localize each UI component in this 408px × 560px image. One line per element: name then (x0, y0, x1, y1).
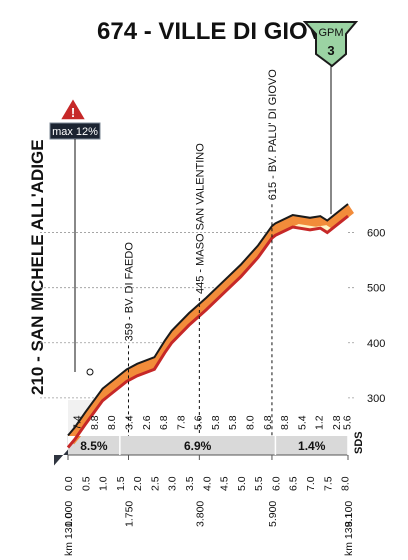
segment-gradient-label: 7.8 (175, 415, 187, 430)
altitude-tick-label: 400 (367, 338, 385, 350)
segment-gradient-label: 2.8 (331, 415, 343, 430)
km-tick-label: 6.0 (270, 476, 282, 491)
km-tick-label: 6.5 (288, 476, 300, 491)
km-tick-label: 3.5 (184, 476, 196, 491)
km-marker-label: km 131.0 (63, 513, 75, 556)
segment-gradient-label: 5.8 (227, 415, 239, 430)
start-place-label: 210 - SAN MICHELE ALL'ADIGE (28, 139, 47, 395)
km-tick-label: 5.0 (236, 476, 248, 491)
km-tick-label: 2.0 (132, 476, 144, 491)
segment-gradient-label: 2.6 (141, 415, 153, 430)
gpm-badge: GPM 3 (302, 21, 359, 68)
sds-label: SDS (353, 431, 365, 454)
segment-gradient-label: 6.8 (158, 415, 170, 430)
altitude-tick-label: 300 (367, 393, 385, 405)
exclamation-glyph: ! (71, 105, 75, 120)
segment-gradient-label: 6.8 (262, 415, 274, 430)
profile-surface (66, 203, 354, 449)
distance-label: 5.900 (267, 501, 279, 527)
max-gradient-text: max 12% (52, 126, 98, 138)
segment-gradient-label: 5.6 (341, 415, 353, 430)
climb-title: 674 - VILLE DI GIOVO (97, 18, 342, 45)
km-tick-label: 8.0 (340, 476, 352, 491)
segment-gradient-label: 8.0 (106, 415, 118, 430)
gpm-label: GPM (318, 27, 343, 39)
profile-road-line (66, 214, 349, 449)
waypoint-label: 615 - BV. PALU' DI GIOVO (267, 69, 279, 201)
max-gradient-badge: ! max 12% (49, 96, 101, 140)
distance-label: 1.750 (123, 501, 135, 527)
altitude-tick-label: 500 (367, 283, 385, 295)
segment-gradient-label: 8.8 (279, 415, 291, 430)
km-marker-label: km 139.1 (343, 513, 355, 556)
km-tick-label: 7.5 (322, 476, 334, 491)
section-gradient-label: 6.9% (184, 439, 212, 453)
km-tick-label: 3.0 (167, 476, 179, 491)
profile-front-face (68, 216, 348, 448)
km-tick-label: 7.0 (305, 476, 317, 491)
distance-label: 0.000 (63, 501, 75, 527)
max-gradient-marker (86, 368, 94, 376)
km-tick-label: 4.0 (201, 476, 213, 491)
km-tick-label: 1.5 (115, 476, 127, 491)
profile-ridge-line (67, 203, 349, 437)
waypoint-label: 359 - BV. DI FAEDO (123, 242, 135, 342)
km-tick-label: 2.5 (149, 476, 161, 491)
km-tick-label: 5.5 (253, 476, 265, 491)
segment-gradient-label: 8.0 (244, 415, 256, 430)
gpm-shield-icon (302, 21, 359, 68)
segment-gradient-label: 5.6 (193, 415, 205, 430)
waypoint-label: 445 - MASO SAN VALENTINO (194, 143, 206, 294)
segment-gradient-label: 5.4 (296, 415, 308, 430)
segment-gradient-label: 7.4 (72, 415, 84, 430)
km-tick-label: 4.5 (219, 476, 231, 491)
warning-triangle-icon (58, 96, 88, 121)
section-gradient-label: 1.4% (298, 439, 326, 453)
axis-labels: 300 400 500 600 7.4 8.8 8.0 3.4 2.6 6.8 7.8 5.6 5.8 5… (63, 228, 385, 556)
altitude-tick-label: 600 (367, 228, 385, 240)
km-tick-label: 1.0 (98, 476, 110, 491)
distance-label: 8.100 (343, 501, 355, 527)
profile-side-face (54, 449, 68, 466)
waypoint-labels: 359 - BV. DI FAEDO 445 - MASO SAN VALENTI… (74, 66, 332, 436)
gradient-band-bg (68, 436, 348, 455)
distance-label: 3.800 (194, 501, 206, 527)
gpm-category: 3 (327, 43, 334, 58)
km-tick-label: 0.0 (63, 476, 75, 491)
segment-gradient-label: 5.8 (210, 415, 222, 430)
segment-gradient-label: 8.8 (89, 415, 101, 430)
segment-gradient-label: 3.4 (123, 415, 135, 430)
gradient-band: 8.5% 6.9% 1.4% (68, 436, 349, 456)
km-tick-label: 0.5 (80, 476, 92, 491)
segment-gradient-label: 1.2 (314, 415, 326, 430)
section-gradient-label: 8.5% (80, 439, 108, 453)
